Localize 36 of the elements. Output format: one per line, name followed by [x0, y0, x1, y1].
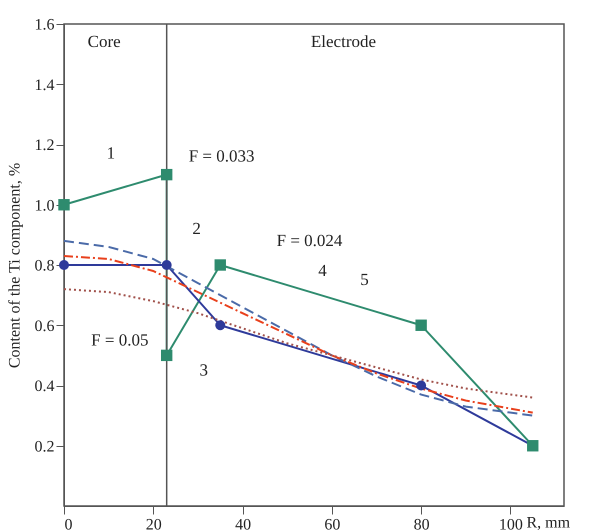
x-tick-label: 80: [414, 516, 430, 532]
annotation: 4: [318, 261, 328, 280]
y-tick-label: 0.2: [34, 438, 54, 456]
point: [162, 260, 172, 270]
y-tick-label: 1.6: [34, 16, 54, 34]
annotation: Electrode: [310, 32, 376, 52]
x-tick-label: 100: [498, 516, 523, 532]
x-axis-title: R, mm: [526, 514, 571, 532]
annotation: 1: [106, 144, 116, 163]
point: [58, 199, 70, 210]
annotation: 2: [192, 218, 201, 238]
x-tick-label: 60: [324, 516, 340, 532]
point: [416, 380, 426, 390]
x-tick-label: 40: [235, 516, 252, 532]
y-tick-label: 1.0: [34, 197, 54, 214]
point: [160, 350, 172, 362]
point: [160, 168, 172, 180]
y-tick-label: 0.6: [34, 318, 54, 335]
x-tick-label: 20: [146, 516, 162, 532]
y-axis-title: Content of the Ti component, %: [6, 162, 24, 368]
annotation: F = 0.024: [276, 230, 343, 250]
annotation: 3: [199, 360, 208, 380]
point: [214, 259, 226, 271]
x-tick-label: 0: [64, 516, 72, 532]
point: [415, 320, 427, 331]
annotation: Core: [88, 32, 121, 52]
point: [59, 260, 69, 270]
line-series: [63, 288, 534, 399]
y-tick-label: 1.4: [34, 76, 54, 94]
annotation: F = 0.033: [188, 146, 254, 166]
annotation: 5: [360, 270, 369, 290]
y-tick-label: 0.4: [34, 378, 54, 395]
y-tick-label: 0.8: [34, 258, 54, 274]
annotation: F = 0.05: [91, 330, 148, 350]
point: [215, 320, 226, 330]
y-tick-label: 1.2: [34, 137, 54, 154]
